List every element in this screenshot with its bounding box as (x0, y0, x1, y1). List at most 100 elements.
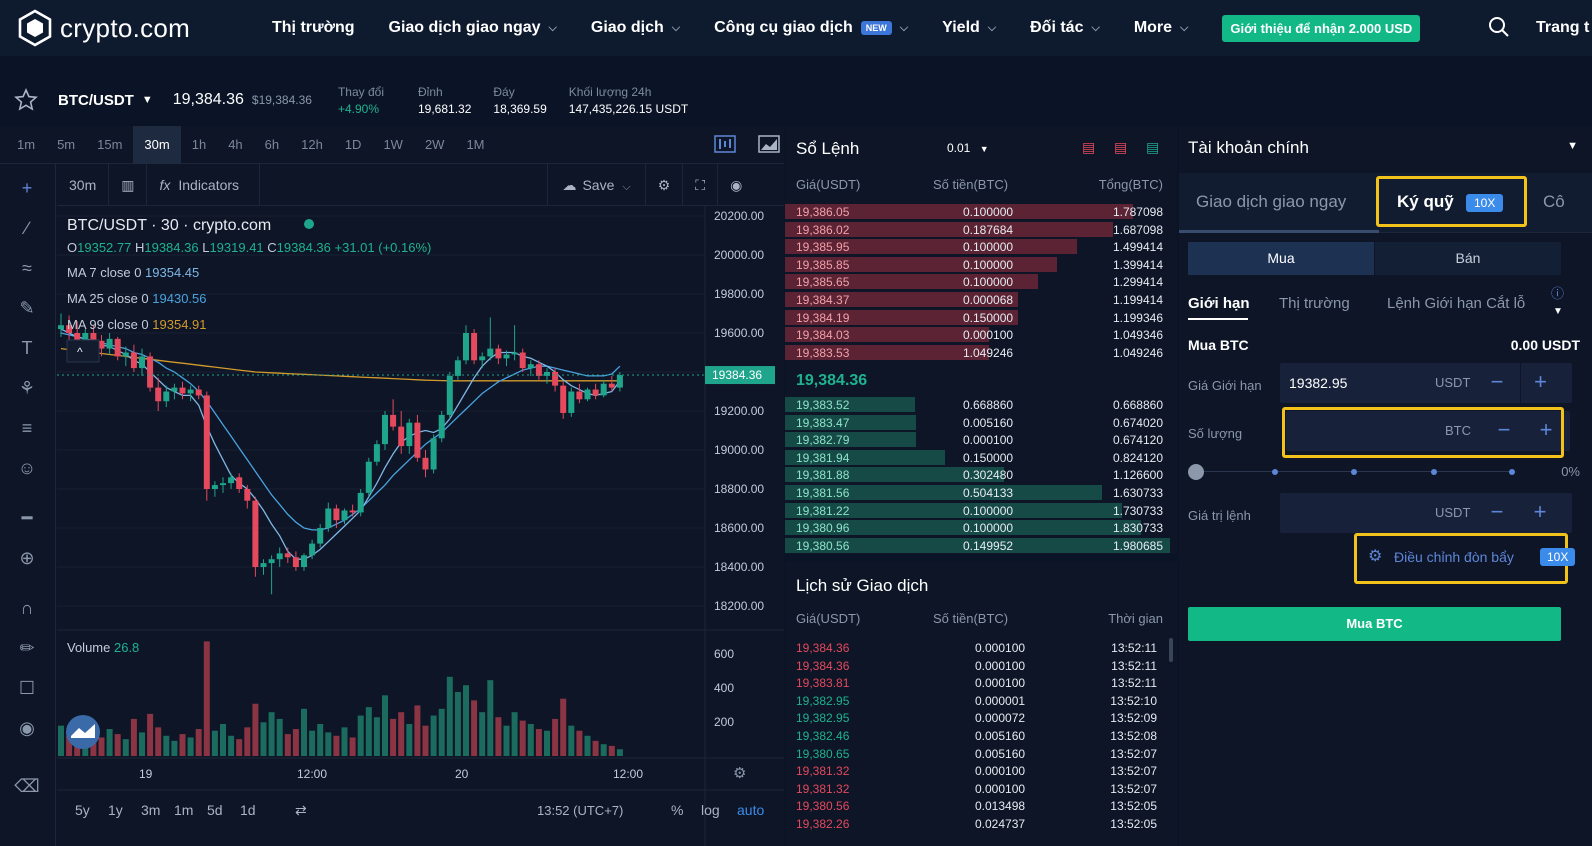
precision-selector[interactable]: 0.01 ▼ (947, 141, 989, 155)
both-sides-view-icon[interactable]: ▤ (1082, 139, 1096, 155)
order-value-field[interactable]: USDT − + (1280, 493, 1572, 533)
nav-home[interactable]: Trang t (1536, 19, 1590, 36)
search-icon[interactable] (1488, 16, 1510, 38)
bid-row[interactable]: 19,383.47 0.005160 0.674020 (785, 414, 1177, 432)
minus-icon[interactable]: − (1490, 499, 1504, 524)
fib-tool-icon[interactable]: ≈ (22, 258, 32, 278)
timeframe-15m[interactable]: 15m (97, 136, 123, 152)
settings-gear-icon[interactable]: ⚙ (646, 163, 684, 206)
chevron-up-icon[interactable]: ^ (77, 345, 83, 359)
buy-btc-button[interactable]: Mua BTC (1188, 607, 1561, 641)
trash-icon[interactable]: ⌫ (14, 776, 40, 796)
order-type-market[interactable]: Thị trường (1279, 295, 1350, 312)
pair-selector[interactable]: BTC/USDT (58, 91, 134, 109)
bid-row[interactable]: 19,381.56 0.504133 1.630733 (785, 484, 1177, 502)
timezone-clock[interactable]: 13:52 (UTC+7) (537, 803, 623, 818)
collapse-legend-button[interactable] (66, 339, 100, 363)
goto-date-icon[interactable]: ⇄ (295, 802, 307, 818)
nav-trade[interactable]: Giao dịch ⌵ (591, 19, 680, 37)
star-icon[interactable] (14, 88, 38, 112)
lock-drawing-icon[interactable]: ✏ (19, 638, 35, 658)
nav-more[interactable]: More ⌵ (1134, 19, 1189, 37)
timeframe-1h[interactable]: 1h (191, 136, 207, 152)
pattern-icon[interactable]: ⚘ (18, 378, 36, 398)
area-chart-icon[interactable] (758, 134, 780, 154)
plus-icon[interactable]: + (1539, 417, 1553, 442)
info-icon[interactable]: ⓘ (1551, 286, 1565, 301)
referral-button[interactable]: Giới thiệu để nhận 2.000 USD (1222, 14, 1421, 42)
range-3m[interactable]: 3m (141, 802, 160, 818)
timeframe-2W[interactable]: 2W (424, 136, 445, 152)
slider-tick-75[interactable] (1431, 469, 1437, 475)
camera-icon[interactable]: ◉ (730, 176, 743, 193)
ruler-icon[interactable]: ━ (21, 508, 33, 528)
candle-style-icon[interactable]: ▥ (109, 163, 148, 206)
ask-row[interactable]: 19,384.03 0.000100 1.049346 (785, 326, 1177, 344)
timeframe-1M[interactable]: 1M (466, 136, 485, 152)
ask-row[interactable]: 19,384.37 0.000068 1.199414 (785, 291, 1177, 309)
range-1d[interactable]: 1d (240, 802, 256, 818)
bid-row[interactable]: 19,380.96 0.100000 1.830733 (785, 519, 1177, 537)
order-type-stop-limit[interactable]: Lệnh Giới hạn Cắt lỗ (1387, 295, 1526, 312)
buy-tab[interactable]: Mua (1188, 242, 1374, 275)
asks-view-icon[interactable]: ▤ (1114, 139, 1128, 155)
range-1y[interactable]: 1y (108, 802, 123, 818)
bid-row[interactable]: 19,381.22 0.100000 1.730733 (785, 502, 1177, 520)
log-scale-toggle[interactable]: log (701, 802, 720, 818)
bid-row[interactable]: 19,383.52 0.668860 0.668860 (785, 396, 1177, 414)
sell-tab[interactable]: Bán (1375, 242, 1561, 275)
caret-down-icon[interactable]: ▼ (141, 94, 153, 106)
adjust-leverage-link[interactable]: Điều chỉnh đòn bẩy (1394, 549, 1514, 565)
slider-tick-100[interactable] (1509, 469, 1515, 475)
tab-more[interactable]: Cô (1543, 192, 1565, 211)
crosshair-icon[interactable]: + (21, 178, 33, 198)
indicators-button[interactable]: fx Indicators (147, 163, 261, 206)
range-5y[interactable]: 5y (75, 802, 90, 818)
timeframe-12h[interactable]: 12h (301, 136, 323, 152)
bids-view-icon[interactable]: ▤ (1146, 139, 1160, 155)
nav-yield[interactable]: Yield ⌵ (942, 19, 996, 37)
nav-markets[interactable]: Thị trường (272, 19, 355, 36)
slider-handle[interactable] (1188, 464, 1204, 480)
range-1m[interactable]: 1m (174, 802, 193, 818)
timeframe-4h[interactable]: 4h (228, 136, 243, 152)
limit-price-field[interactable]: 19382.95 USDT − + (1280, 363, 1572, 403)
slider-tick-50[interactable] (1351, 469, 1357, 475)
brush-icon[interactable]: ✎ (19, 298, 35, 318)
range-5d[interactable]: 5d (207, 802, 223, 818)
bid-row[interactable]: 19,381.94 0.150000 0.824120 (785, 449, 1177, 467)
timeframe-6h[interactable]: 6h (264, 136, 280, 152)
account-selector[interactable]: Tài khoản chính (1188, 138, 1309, 157)
plus-icon[interactable]: + (1520, 363, 1560, 403)
timeframe-1D[interactable]: 1D (344, 136, 362, 152)
text-tool-icon[interactable]: T (21, 338, 33, 358)
minus-icon[interactable]: − (1490, 369, 1504, 394)
slider-tick-25[interactable] (1272, 469, 1278, 475)
logo[interactable]: crypto.com (18, 9, 248, 47)
magnet-icon[interactable]: ∩ (20, 598, 34, 618)
minus-icon[interactable]: − (1497, 417, 1511, 442)
plus-icon[interactable]: + (1533, 499, 1547, 524)
caret-down-icon[interactable]: ▼ (1567, 140, 1578, 152)
axis-settings-icon[interactable]: ⚙ (733, 765, 746, 782)
bid-row[interactable]: 19,380.56 0.149952 1.980685 (785, 537, 1177, 555)
ask-row[interactable]: 19,386.05 0.100000 1.787098 (785, 203, 1177, 221)
ask-row[interactable]: 19,383.53 1.049246 1.049246 (785, 344, 1177, 362)
bid-row[interactable]: 19,382.79 0.000100 0.674120 (785, 431, 1177, 449)
timeframe-5m[interactable]: 5m (57, 136, 76, 152)
gear-icon[interactable]: ⚙ (1368, 548, 1383, 565)
nav-partners[interactable]: Đối tác ⌵ (1030, 19, 1100, 37)
nav-tools[interactable]: Công cụ giao dịch NEW ⌵ (714, 19, 908, 37)
caret-down-icon[interactable]: ▼ (1553, 306, 1563, 317)
emoji-icon[interactable]: ☺ (17, 458, 37, 478)
fullscreen-icon[interactable]: ⛶ (683, 163, 719, 206)
nav-spot[interactable]: Giao dịch giao ngay ⌵ (389, 19, 557, 37)
quantity-field[interactable]: BTC − + (1286, 411, 1570, 451)
tab-spot[interactable]: Giao dịch giao ngay (1196, 192, 1347, 211)
percent-scale-toggle[interactable]: % (671, 802, 683, 818)
bid-row[interactable]: 19,381.88 0.302480 1.126600 (785, 466, 1177, 484)
ask-row[interactable]: 19,384.19 0.150000 1.199346 (785, 309, 1177, 327)
price-chart[interactable]: 20200.0020000.0019800.0019600.0019400.00… (57, 206, 784, 846)
ask-row[interactable]: 19,385.65 0.100000 1.299414 (785, 273, 1177, 291)
ask-row[interactable]: 19,385.85 0.100000 1.399414 (785, 256, 1177, 274)
